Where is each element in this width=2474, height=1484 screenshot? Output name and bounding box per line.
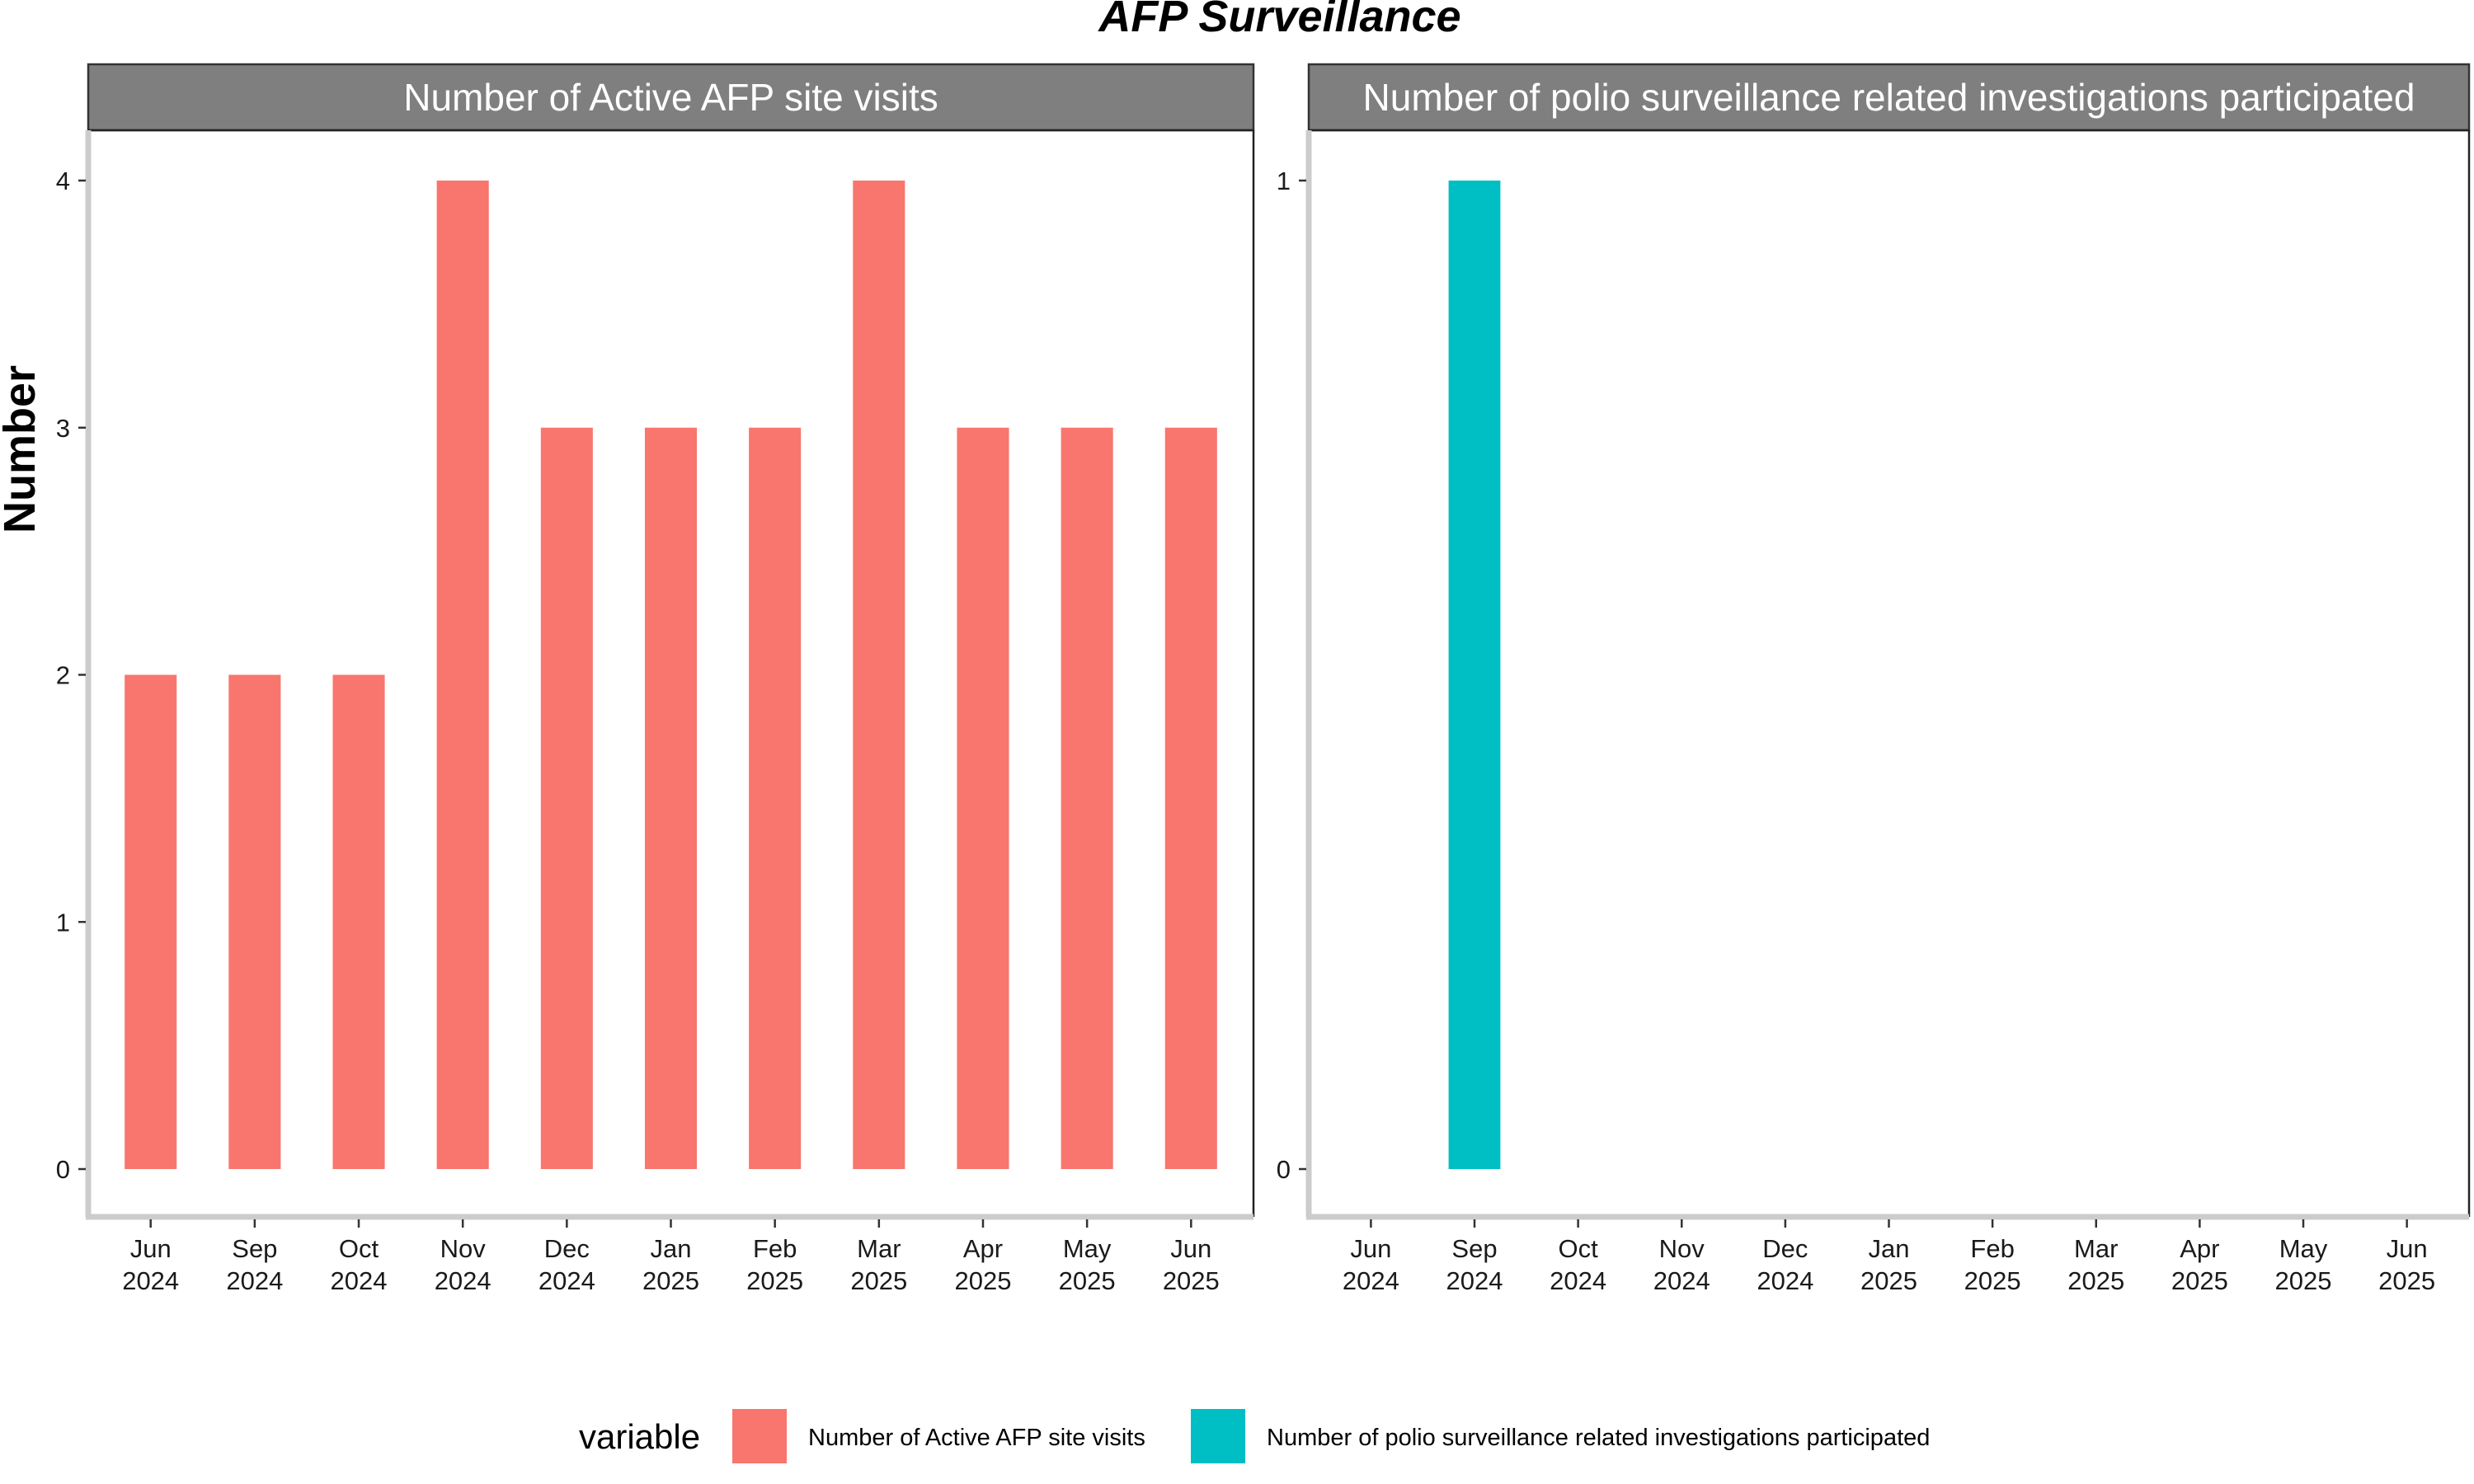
y-tick-label: 1: [1277, 167, 1291, 195]
bar-feb-2025: [749, 427, 802, 1169]
panel-1: Number of Active AFP site visits 0 1 2 3 4 Jun…: [56, 63, 1255, 1295]
x-tick-label: Mar 2025: [2067, 1234, 2124, 1295]
y-tick-label: 1: [56, 908, 70, 937]
x-tick-label: Oct 2024: [331, 1234, 388, 1295]
x-tick-label: Sep 2024: [226, 1234, 283, 1295]
legend-title: variable: [579, 1417, 700, 1456]
x-tick-label: Jan 2025: [1860, 1234, 1917, 1295]
x-tick-label: Sep 2024: [1446, 1234, 1503, 1295]
x-tick-label: May 2025: [1059, 1234, 1116, 1295]
bar-apr-2025: [957, 427, 1009, 1169]
panel-2: Number of polio surveillance related inv…: [1277, 63, 2471, 1295]
bar-sep-2024: [1448, 181, 1501, 1169]
facet-strip-label: Number of polio surveillance related inv…: [1363, 76, 2415, 119]
x-tick-label: Nov 2024: [435, 1234, 492, 1295]
x-tick-label: Feb 2025: [746, 1234, 803, 1295]
chart-title: AFP Surveillance: [1097, 0, 1460, 41]
bar-sep-2024: [228, 674, 281, 1169]
x-tick-label: Jun 2024: [122, 1234, 179, 1295]
facet-strip: [1307, 63, 2471, 132]
y-axis-label: Number: [0, 365, 45, 533]
y-tick-label: 0: [56, 1155, 70, 1184]
x-tick-label: Jun 2024: [1343, 1234, 1399, 1295]
x-tick-label: Oct 2024: [1550, 1234, 1606, 1295]
bar-jun-2024: [125, 674, 177, 1169]
legend-label-1: Number of Active AFP site visits: [808, 1425, 1145, 1451]
bar-jan-2025: [644, 427, 698, 1169]
y-tick-label: 0: [1277, 1155, 1291, 1184]
x-tick-label: Apr 2025: [954, 1234, 1011, 1295]
bar-nov-2024: [436, 181, 489, 1169]
x-tick-label: Jan 2025: [642, 1234, 699, 1295]
x-tick-label: Jun 2025: [1163, 1234, 1220, 1295]
legend: variable Number of Active AFP site visits…: [579, 1409, 1930, 1463]
facet-strip: [87, 63, 1255, 132]
bar-mar-2025: [853, 181, 905, 1169]
x-tick-label: Nov 2024: [1653, 1234, 1710, 1295]
x-tick-label: May 2025: [2275, 1234, 2332, 1295]
x-tick-label: Mar 2025: [850, 1234, 907, 1295]
y-tick-label: 4: [56, 167, 70, 195]
y-tick-label: 2: [56, 661, 70, 690]
bar-oct-2024: [332, 674, 385, 1169]
x-tick-label: Dec 2024: [1757, 1234, 1813, 1295]
legend-key-2: [1191, 1409, 1245, 1463]
x-tick-label: Apr 2025: [2171, 1234, 2228, 1295]
x-tick-label: Feb 2025: [1964, 1234, 2021, 1295]
bar-jun-2025: [1164, 427, 1217, 1169]
facet-panels: Number of Active AFP site visits 0 1 2 3 4 Jun…: [56, 63, 2471, 1295]
bar-may-2025: [1061, 427, 1113, 1169]
legend-label-2: Number of polio surveillance related inv…: [1267, 1425, 1930, 1451]
x-tick-label: Jun 2025: [2378, 1234, 2435, 1295]
x-tick-label: Dec 2024: [539, 1234, 595, 1295]
panel-background: [1309, 130, 2469, 1217]
bar-dec-2024: [540, 427, 593, 1169]
y-tick-label: 3: [56, 414, 70, 443]
legend-key-1: [732, 1409, 787, 1463]
facet-strip-label: Number of Active AFP site visits: [403, 76, 938, 119]
